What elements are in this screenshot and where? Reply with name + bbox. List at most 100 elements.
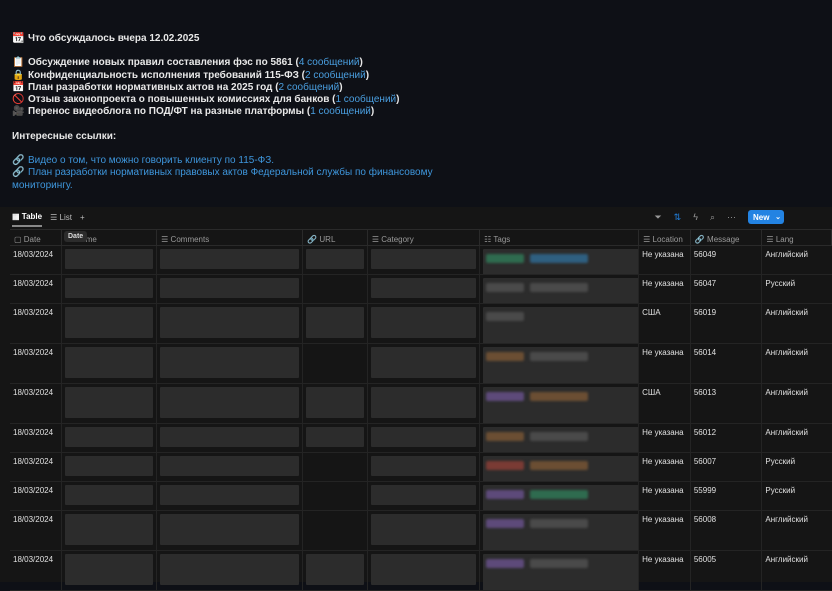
column-header-date[interactable]: ▢ Date: [10, 230, 62, 245]
message-count-link[interactable]: 2 сообщений: [305, 69, 366, 81]
tab-table[interactable]: ▦ Table: [12, 212, 43, 227]
message-count-link[interactable]: 1 сообщений: [310, 106, 371, 118]
cell-lang[interactable]: Русский: [765, 457, 796, 466]
cell-comments[interactable]: [157, 246, 304, 274]
cell-comments[interactable]: [157, 551, 304, 590]
table-row[interactable]: 18/03/2024 Не указана 56005 Английский: [10, 551, 832, 591]
cell-name[interactable]: [62, 511, 158, 550]
cell-tags[interactable]: [480, 304, 640, 343]
cell-category[interactable]: [368, 246, 481, 274]
table-row[interactable]: 18/03/2024 Не указана 56007 Русский: [10, 453, 832, 482]
cell-tags[interactable]: [480, 424, 640, 452]
cell-lang[interactable]: Английский: [765, 428, 808, 437]
cell-url[interactable]: [303, 275, 368, 303]
cell-url[interactable]: [303, 453, 368, 481]
cell-url[interactable]: [303, 344, 368, 383]
cell-date[interactable]: 18/03/2024: [10, 551, 62, 590]
cell-comments[interactable]: [157, 304, 304, 343]
cell-tags[interactable]: [480, 344, 640, 383]
table-row[interactable]: 18/03/2024 Не указана 56008 Английский: [10, 511, 832, 551]
cell-message[interactable]: 56012: [691, 424, 763, 452]
cell-category[interactable]: [368, 511, 481, 550]
cell-tags[interactable]: [480, 246, 640, 274]
cell-date[interactable]: 18/03/2024: [10, 304, 62, 343]
more-icon[interactable]: ···: [727, 212, 736, 222]
message-count-link[interactable]: 2 сообщений: [278, 81, 340, 93]
cell-date[interactable]: 18/03/2024: [10, 384, 62, 423]
cell-location[interactable]: Не указана: [639, 551, 691, 590]
cell-lang[interactable]: Английский: [765, 348, 808, 357]
cell-lang[interactable]: Английский: [765, 308, 808, 317]
cell-lang[interactable]: Английский: [765, 250, 808, 259]
column-header-url[interactable]: 🔗 URL: [303, 230, 368, 245]
cell-location[interactable]: Не указана: [639, 511, 691, 550]
cell-name[interactable]: [62, 304, 158, 343]
cell-comments[interactable]: [157, 511, 304, 550]
column-header-location[interactable]: ☰ Location: [639, 230, 691, 245]
column-header-tags[interactable]: ☷ Tags: [480, 230, 640, 245]
cell-comments[interactable]: [157, 384, 304, 423]
cell-name[interactable]: [62, 482, 158, 510]
cell-name[interactable]: [62, 424, 158, 452]
cell-url[interactable]: [303, 384, 368, 423]
cell-lang[interactable]: Русский: [765, 279, 796, 288]
cell-category[interactable]: [368, 424, 481, 452]
cell-location[interactable]: Не указана: [639, 275, 691, 303]
cell-category[interactable]: [368, 551, 481, 590]
automation-icon[interactable]: ϟ: [693, 212, 698, 222]
cell-location[interactable]: Не указана: [639, 344, 691, 383]
table-row[interactable]: 18/03/2024 США 56013 Английский: [10, 384, 832, 424]
cell-category[interactable]: [368, 453, 481, 481]
table-row[interactable]: 18/03/2024 Не указана 56012 Английский: [10, 424, 832, 453]
cell-tags[interactable]: [480, 511, 640, 550]
cell-lang[interactable]: Русский: [765, 486, 796, 495]
cell-message[interactable]: 56007: [691, 453, 763, 481]
cell-tags[interactable]: [480, 482, 640, 510]
cell-name[interactable]: [62, 384, 158, 423]
cell-message[interactable]: 56005: [691, 551, 763, 590]
table-row[interactable]: 18/03/2024 Не указана 56014 Английский: [10, 344, 832, 384]
cell-category[interactable]: [368, 344, 481, 383]
message-count-link[interactable]: 4 сообщений: [298, 57, 360, 69]
cell-url[interactable]: [303, 482, 368, 510]
cell-date[interactable]: 18/03/2024: [10, 246, 62, 274]
cell-lang[interactable]: Английский: [765, 515, 808, 524]
cell-message[interactable]: 56049: [691, 246, 763, 274]
cell-date[interactable]: 18/03/2024: [10, 511, 62, 550]
cell-name[interactable]: [62, 453, 158, 481]
cell-message[interactable]: 56013: [691, 384, 763, 423]
link-1[interactable]: 🔗 Видео о том, что можно говорить клиенту…: [12, 155, 275, 167]
cell-tags[interactable]: [480, 275, 640, 303]
cell-name[interactable]: [62, 246, 158, 274]
cell-date[interactable]: 18/03/2024: [10, 482, 62, 510]
cell-lang[interactable]: Английский: [765, 388, 808, 397]
cell-date[interactable]: 18/03/2024: [10, 424, 62, 452]
table-row[interactable]: 18/03/2024 США 56019 Английский: [10, 304, 832, 344]
tab-list[interactable]: ☰ List: [50, 213, 72, 222]
column-header-comments[interactable]: ☰ Comments: [157, 230, 304, 245]
sort-icon[interactable]: ⇅: [673, 212, 682, 222]
cell-tags[interactable]: [480, 384, 640, 423]
cell-url[interactable]: [303, 424, 368, 452]
cell-message[interactable]: 56019: [691, 304, 763, 343]
cell-location[interactable]: Не указана: [639, 424, 691, 452]
table-row[interactable]: 18/03/2024 Не указана 56049 Английский: [10, 246, 832, 275]
cell-date[interactable]: 18/03/2024: [10, 275, 62, 303]
cell-tags[interactable]: [480, 551, 640, 590]
cell-date[interactable]: 18/03/2024: [10, 453, 62, 481]
cell-category[interactable]: [368, 304, 481, 343]
cell-location[interactable]: США: [639, 384, 691, 423]
cell-comments[interactable]: [157, 344, 304, 383]
cell-category[interactable]: [368, 482, 481, 510]
cell-category[interactable]: [368, 384, 481, 423]
link-2[interactable]: 🔗 План разработки нормативных правовых ак…: [12, 167, 433, 191]
column-header-category[interactable]: ☰ Category: [368, 230, 481, 245]
cell-comments[interactable]: [157, 482, 304, 510]
cell-comments[interactable]: [157, 453, 304, 481]
table-row[interactable]: 18/03/2024 Не указана 56047 Русский: [10, 275, 832, 304]
cell-message[interactable]: 55999: [691, 482, 763, 510]
cell-name[interactable]: [62, 344, 158, 383]
cell-message[interactable]: 56008: [691, 511, 763, 550]
message-count-link[interactable]: 1 сообщений: [335, 94, 397, 106]
cell-location[interactable]: Не указана: [639, 246, 691, 274]
